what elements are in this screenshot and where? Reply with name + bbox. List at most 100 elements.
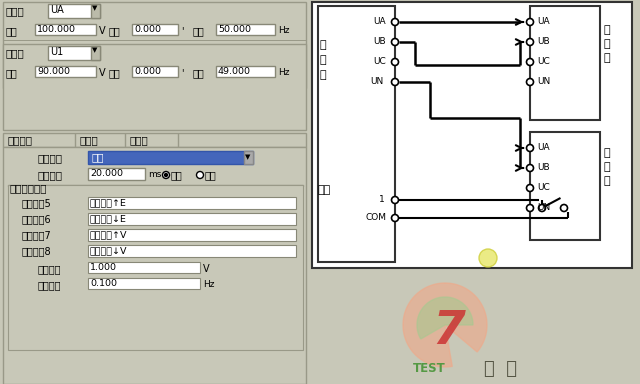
Text: 20.000: 20.000 (90, 169, 123, 178)
Text: 侧: 侧 (604, 53, 611, 63)
Circle shape (527, 78, 534, 86)
Text: V: V (99, 26, 106, 36)
Bar (88, 245, 296, 257)
Text: COM: COM (365, 213, 386, 222)
Circle shape (392, 58, 399, 66)
Text: 1: 1 (379, 195, 385, 204)
Text: 49.000: 49.000 (218, 67, 251, 76)
Bar (48, 4, 100, 18)
Text: ': ' (181, 68, 184, 78)
Polygon shape (403, 283, 487, 367)
Bar (35, 66, 96, 77)
Text: UC: UC (537, 183, 550, 192)
Bar (48, 46, 100, 60)
Bar (0, 0, 308, 384)
Text: UB: UB (373, 37, 386, 46)
Text: 1.000: 1.000 (90, 263, 117, 272)
Text: UA: UA (373, 17, 386, 26)
Text: UB: UB (537, 37, 550, 46)
Text: 开入接点7: 开入接点7 (22, 230, 52, 240)
Text: Hz: Hz (278, 68, 289, 77)
Bar (318, 6, 395, 262)
Circle shape (392, 38, 399, 45)
Text: 待并侧: 待并侧 (6, 48, 25, 58)
Bar (530, 6, 600, 120)
Text: 减压接点↓V: 减压接点↓V (90, 246, 127, 255)
Text: UC: UC (373, 57, 386, 66)
Text: 仪: 仪 (320, 70, 326, 80)
Text: 开入接点6: 开入接点6 (22, 214, 52, 224)
Text: 拓  普: 拓 普 (483, 360, 516, 378)
Bar (88, 151, 253, 164)
Bar (216, 66, 275, 77)
Text: UA: UA (50, 5, 64, 15)
Text: UN: UN (537, 203, 550, 212)
Text: 同步量: 同步量 (130, 135, 148, 145)
Bar (88, 213, 296, 225)
Text: 开入: 开入 (318, 185, 332, 195)
Bar (3, 133, 306, 147)
Text: 相位: 相位 (109, 68, 121, 78)
Text: 50.000: 50.000 (218, 25, 251, 34)
Text: 频率: 频率 (193, 26, 205, 36)
Text: 开关量: 开关量 (80, 135, 99, 145)
Text: UN: UN (370, 77, 383, 86)
Text: 动作接点: 动作接点 (38, 153, 63, 163)
Text: ▼: ▼ (245, 154, 250, 160)
Text: 增压接点↑V: 增压接点↑V (90, 230, 127, 239)
Text: TEST: TEST (413, 362, 445, 376)
Text: 自动调整试验: 自动调整试验 (10, 183, 47, 193)
Text: 测: 测 (320, 40, 326, 50)
Text: 测试项目: 测试项目 (8, 135, 33, 145)
Text: 相位: 相位 (109, 26, 121, 36)
Bar (88, 262, 200, 273)
Text: 统: 统 (604, 39, 611, 49)
Text: V: V (99, 68, 106, 78)
Text: 0.000: 0.000 (134, 25, 161, 34)
Circle shape (164, 174, 168, 177)
Bar (132, 24, 178, 35)
Text: ms: ms (148, 170, 161, 179)
Text: U1: U1 (50, 47, 63, 57)
Text: UC: UC (537, 57, 550, 66)
Bar (3, 44, 306, 130)
Text: Hz: Hz (203, 280, 214, 289)
Text: 待: 待 (604, 148, 611, 158)
Text: UA: UA (537, 17, 550, 26)
Circle shape (527, 58, 534, 66)
Circle shape (392, 197, 399, 204)
Text: ▼: ▼ (92, 5, 97, 11)
Text: V: V (203, 264, 210, 274)
Bar (3, 2, 306, 88)
Bar (530, 132, 600, 240)
Circle shape (527, 144, 534, 152)
Bar (312, 2, 632, 268)
Circle shape (527, 205, 534, 212)
Text: 90.000: 90.000 (37, 67, 70, 76)
Text: ': ' (181, 26, 184, 36)
Text: 0.000: 0.000 (134, 67, 161, 76)
Bar (8, 185, 303, 186)
Polygon shape (417, 297, 473, 339)
Text: 频率步长: 频率步长 (38, 280, 61, 290)
Bar (88, 229, 296, 241)
Text: 幅值: 幅值 (6, 68, 18, 78)
Text: UA: UA (537, 143, 550, 152)
Text: 0.100: 0.100 (90, 279, 117, 288)
Bar (132, 66, 178, 77)
Text: UB: UB (537, 163, 550, 172)
Bar (244, 151, 253, 164)
Circle shape (163, 172, 170, 179)
Bar (88, 168, 145, 180)
Bar (35, 24, 96, 35)
Bar (3, 147, 306, 384)
Text: 幅值: 幅值 (6, 26, 18, 36)
Text: 开入接点8: 开入接点8 (22, 246, 52, 256)
Text: 侧: 侧 (604, 176, 611, 186)
Circle shape (392, 18, 399, 25)
Bar (88, 197, 296, 209)
Bar (216, 24, 275, 35)
Text: 并: 并 (604, 162, 611, 172)
Text: 系统侧: 系统侧 (6, 6, 25, 16)
Text: 常闭: 常闭 (205, 170, 217, 180)
